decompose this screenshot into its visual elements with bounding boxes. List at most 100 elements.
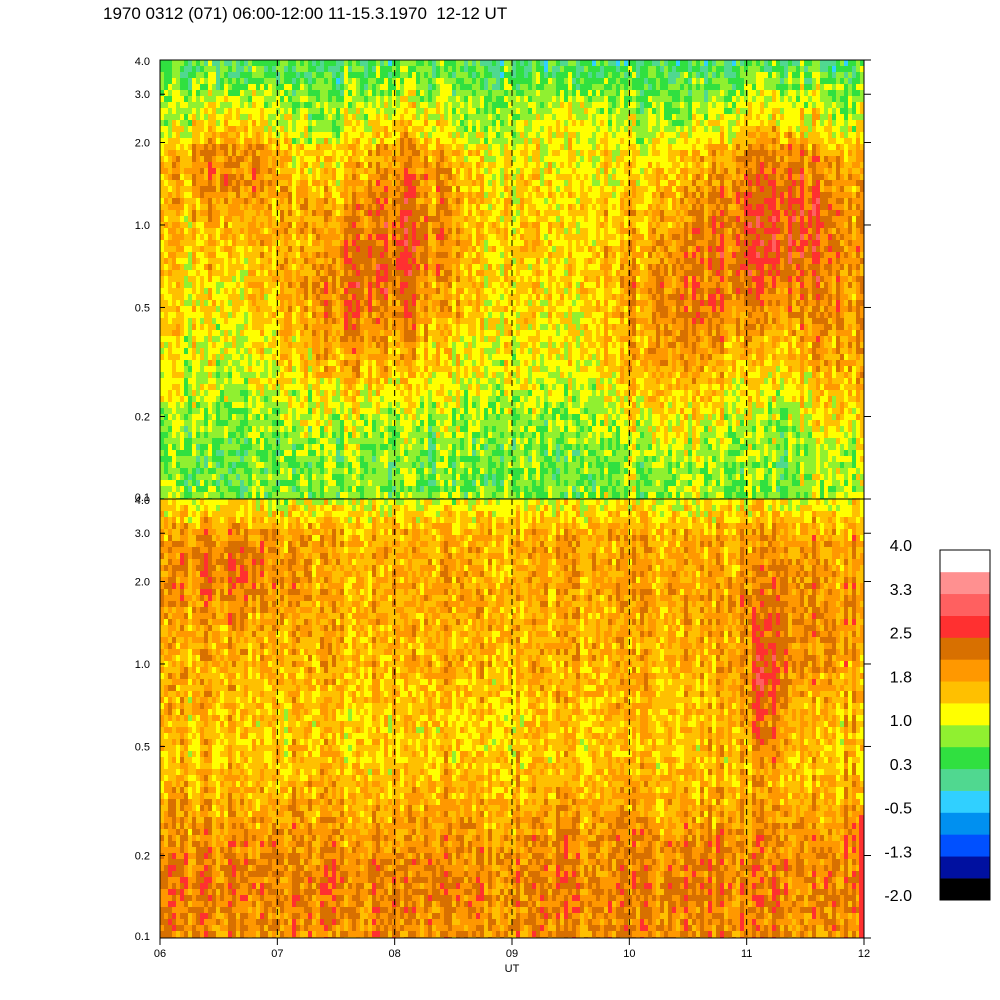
- top-heatmap-cell: [428, 198, 433, 205]
- top-heatmap-cell: [400, 162, 405, 169]
- top-heatmap-cell: [320, 456, 325, 463]
- top-heatmap-cell: [396, 414, 401, 421]
- top-heatmap-cell: [400, 258, 405, 265]
- top-heatmap-cell: [328, 108, 333, 115]
- top-heatmap-cell: [248, 132, 253, 139]
- top-heatmap-cell: [160, 480, 165, 487]
- top-heatmap-cell: [272, 78, 277, 85]
- top-heatmap-cell: [376, 438, 381, 445]
- top-heatmap-cell: [380, 108, 385, 115]
- top-heatmap-cell: [336, 246, 341, 253]
- top-heatmap-cell: [288, 336, 293, 343]
- top-heatmap-cell: [380, 384, 385, 391]
- top-heatmap-cell: [248, 492, 253, 499]
- top-heatmap-cell: [352, 384, 357, 391]
- top-heatmap-cell: [216, 492, 221, 499]
- top-heatmap-cell: [364, 438, 369, 445]
- top-heatmap-cell: [176, 204, 181, 211]
- top-heatmap-cell: [216, 486, 221, 493]
- top-heatmap-cell: [388, 198, 393, 205]
- top-heatmap-cell: [360, 114, 365, 121]
- top-heatmap-cell: [324, 444, 329, 451]
- top-heatmap-cell: [408, 252, 413, 259]
- top-heatmap-cell: [188, 318, 193, 325]
- top-heatmap-cell: [324, 306, 329, 313]
- top-heatmap-cell: [368, 336, 373, 343]
- top-heatmap-cell: [192, 174, 197, 181]
- top-heatmap-cell: [268, 408, 273, 415]
- top-heatmap-cell: [184, 336, 189, 343]
- top-heatmap-cell: [228, 264, 233, 271]
- top-heatmap-cell: [164, 348, 169, 355]
- top-heatmap-cell: [252, 462, 257, 469]
- top-heatmap-cell: [180, 414, 185, 421]
- top-heatmap-cell: [356, 480, 361, 487]
- top-heatmap-cell: [404, 432, 409, 439]
- top-heatmap-cell: [340, 378, 345, 385]
- top-heatmap-cell: [400, 198, 405, 205]
- top-heatmap-cell: [260, 228, 265, 235]
- top-heatmap-cell: [244, 222, 249, 229]
- top-heatmap-cell: [336, 138, 341, 145]
- top-heatmap-cell: [420, 306, 425, 313]
- top-heatmap-cell: [180, 270, 185, 277]
- top-heatmap-cell: [308, 150, 313, 157]
- top-heatmap-cell: [412, 66, 417, 73]
- top-heatmap-cell: [252, 390, 257, 397]
- top-heatmap-cell: [328, 228, 333, 235]
- top-heatmap-cell: [188, 390, 193, 397]
- top-heatmap-cell: [256, 216, 261, 223]
- top-heatmap-cell: [308, 426, 313, 433]
- top-heatmap-cell: [164, 210, 169, 217]
- top-heatmap-cell: [164, 246, 169, 253]
- top-heatmap-cell: [252, 480, 257, 487]
- top-heatmap-cell: [396, 108, 401, 115]
- top-heatmap-cell: [284, 126, 289, 133]
- top-heatmap-cell: [296, 366, 301, 373]
- top-heatmap-cell: [168, 180, 173, 187]
- top-heatmap-cell: [272, 384, 277, 391]
- top-heatmap-cell: [272, 168, 277, 175]
- top-heatmap-cell: [332, 318, 337, 325]
- top-heatmap-cell: [424, 210, 429, 217]
- top-heatmap-cell: [212, 66, 217, 73]
- top-heatmap-cell: [264, 168, 269, 175]
- top-heatmap-cell: [340, 102, 345, 109]
- top-heatmap-cell: [284, 162, 289, 169]
- top-heatmap-cell: [396, 234, 401, 241]
- top-heatmap-cell: [324, 78, 329, 85]
- top-heatmap-cell: [328, 186, 333, 193]
- top-heatmap-cell: [176, 228, 181, 235]
- top-heatmap-cell: [408, 414, 413, 421]
- top-heatmap-cell: [164, 330, 169, 337]
- top-heatmap-cell: [420, 318, 425, 325]
- top-heatmap-cell: [300, 96, 305, 103]
- top-heatmap-cell: [268, 126, 273, 133]
- top-heatmap-cell: [256, 108, 261, 115]
- top-heatmap-cell: [188, 324, 193, 331]
- top-heatmap-cell: [196, 414, 201, 421]
- top-heatmap-cell: [212, 186, 217, 193]
- top-heatmap-cell: [408, 474, 413, 481]
- top-heatmap-cell: [172, 486, 177, 493]
- top-heatmap-cell: [256, 324, 261, 331]
- top-heatmap-cell: [216, 444, 221, 451]
- top-heatmap-cell: [336, 420, 341, 427]
- top-heatmap-cell: [184, 420, 189, 427]
- top-heatmap-cell: [180, 144, 185, 151]
- top-heatmap-cell: [380, 186, 385, 193]
- top-heatmap-cell: [360, 126, 365, 133]
- top-heatmap-cell: [200, 150, 205, 157]
- top-heatmap-cell: [264, 108, 269, 115]
- top-heatmap-cell: [180, 438, 185, 445]
- top-heatmap-cell: [320, 408, 325, 415]
- top-heatmap-cell: [360, 276, 365, 283]
- top-heatmap-cell: [336, 114, 341, 121]
- top-panel: 0.10.20.51.02.03.04.0: [135, 56, 871, 504]
- top-heatmap-cell: [336, 450, 341, 457]
- top-heatmap-cell: [416, 138, 421, 145]
- top-heatmap-cell: [292, 462, 297, 469]
- top-heatmap-cell: [348, 462, 353, 469]
- top-heatmap-cell: [212, 378, 217, 385]
- top-heatmap-cell: [348, 84, 353, 91]
